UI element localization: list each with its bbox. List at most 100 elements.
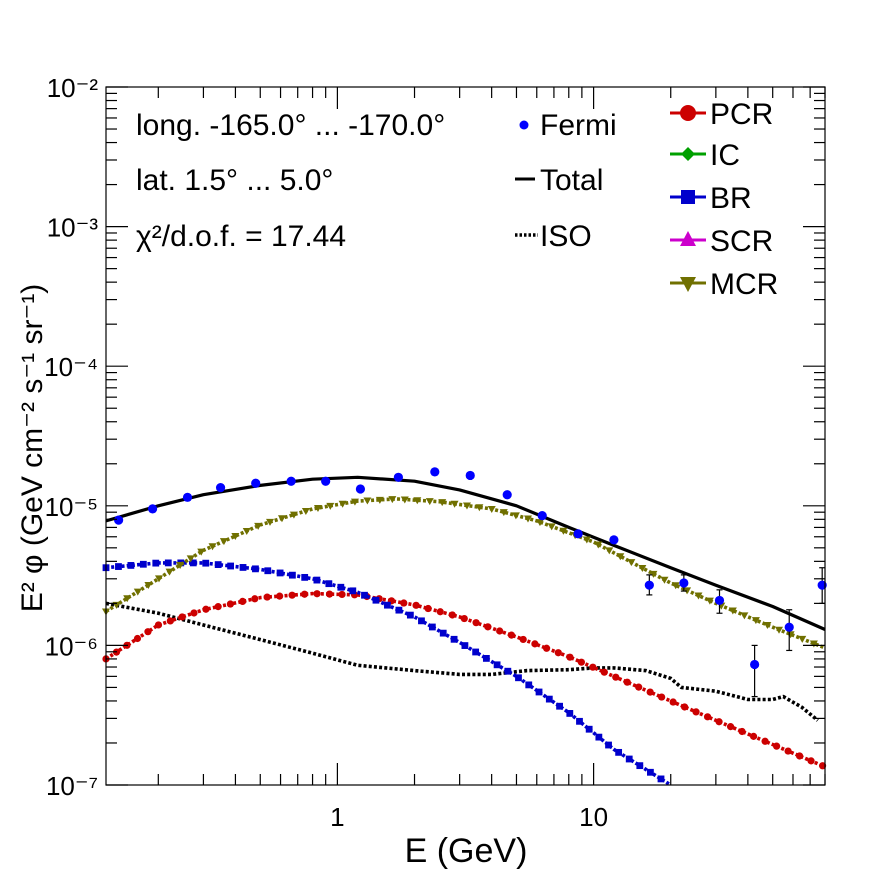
series-mcr-point [313,504,322,512]
series-pcr-point [238,597,247,605]
fermi-data-point [465,470,475,481]
fermi-data-point [573,529,583,539]
series-pcr-point [612,673,620,681]
series-br-point [576,717,583,725]
series-pcr-point [144,628,152,636]
fermi-layer [114,467,827,698]
series-br-point [615,748,623,756]
series-pcr-point [623,678,631,686]
legend-pcr-label: PCR [710,98,773,131]
legend-pcr-marker [680,105,696,121]
series-mcr-point [582,536,591,544]
series-mcr-point [671,582,680,590]
series-br-point [276,569,284,577]
series-pcr-point [658,693,666,701]
fermi-data-point [321,476,331,486]
series-mcr-point [616,553,625,561]
series-br-point [139,560,147,568]
series-pcr-point [263,593,271,601]
series-br-point [214,561,222,568]
series-br-point [595,733,603,741]
x-tick-label: 10 [579,802,608,832]
legend-item-pcr: PCR [670,98,773,131]
series-mcr-point [154,575,163,583]
series-mcr-point [266,518,275,526]
fermi-data-point [147,504,158,514]
fermi-data-point [784,622,794,632]
series-mcr-point [186,555,195,563]
series-pcr-point [472,619,480,627]
series-pcr-point [424,604,432,613]
series-mcr-point [242,527,251,535]
series-pcr-point [807,757,815,765]
series-mcr-point [798,635,807,643]
legend-iso-label: ISO [540,220,592,253]
series-mcr-point [763,621,772,629]
fermi-data-point [114,515,124,525]
series-mcr-point [649,570,658,578]
fermi-data-point [750,659,760,670]
series-pcr-point [448,611,456,619]
series-pcr-point [669,698,677,706]
series-mcr-point [705,597,714,605]
series-mcr-point [133,588,142,596]
series-pcr-point [276,592,284,600]
series-mcr-point [450,500,459,508]
series-mcr-point [254,522,263,530]
legend-item-iso: ISO [515,220,592,253]
series-br-point [264,567,272,575]
series-br-point [252,565,259,573]
series-pcr-point [400,599,408,607]
series-mcr-point [123,595,132,603]
legend-item-ic: IC [670,139,740,172]
series-pcr-point [166,617,174,625]
legend-item-fermi: Fermi [519,109,617,142]
series-br-point [372,596,380,604]
series-mcr-point [660,576,669,584]
series-mcr-point [219,538,228,546]
series-mcr-point [547,523,556,531]
series-pcr-point [646,688,654,696]
series-layer [102,475,827,787]
series-mcr-point [475,504,484,512]
legend-left: Fermi Total ISO [515,109,617,253]
series-mcr-point [487,505,496,513]
series-pcr-point [251,595,259,603]
series-br-point [313,576,321,584]
series-br-point [482,654,490,662]
series-mcr-point [523,515,532,523]
axes-layer: 1 10 10⁻⁷ 10⁻⁶ 10⁻⁵ 10⁻⁴ 10⁻³ 10⁻² [44,73,826,832]
fermi-data-point [182,492,193,502]
fermi-data-point [502,490,512,500]
series-pcr-point [202,605,210,613]
legend-ic-label: IC [710,139,740,172]
series-mcr-point [400,496,409,504]
fermi-data-point [644,580,654,590]
y-tick-label: 10⁻⁴ [44,352,98,382]
series-mcr-point [338,500,347,508]
legend-fermi-label: Fermi [540,109,617,142]
series-mcr-point [413,497,422,505]
fermi-data-point [679,578,689,588]
x-tick-label: 1 [330,802,344,832]
series-mcr-point [683,587,692,595]
series-pcr-point [436,608,444,616]
series-mcr-point [388,496,397,504]
legend-ic-marker [681,147,695,161]
series-pcr-point [154,621,163,629]
fermi-data-point [215,483,226,493]
series-mcr-point [301,507,310,515]
legend-scr-marker [680,231,696,246]
series-mcr-point [535,519,544,527]
series-mcr-point [197,548,206,556]
series-iso-line [105,601,819,722]
series-pcr-point [313,590,321,598]
series-mcr-point [165,568,174,576]
series-br-point [395,606,403,614]
annotation-latitude: lat. 1.5° ... 5.0° [136,164,333,197]
series-pcr-point [190,609,198,617]
x-axis-title: E (GeV) [405,832,528,870]
series-pcr-point [635,683,643,691]
legend-br-label: BR [710,182,752,215]
